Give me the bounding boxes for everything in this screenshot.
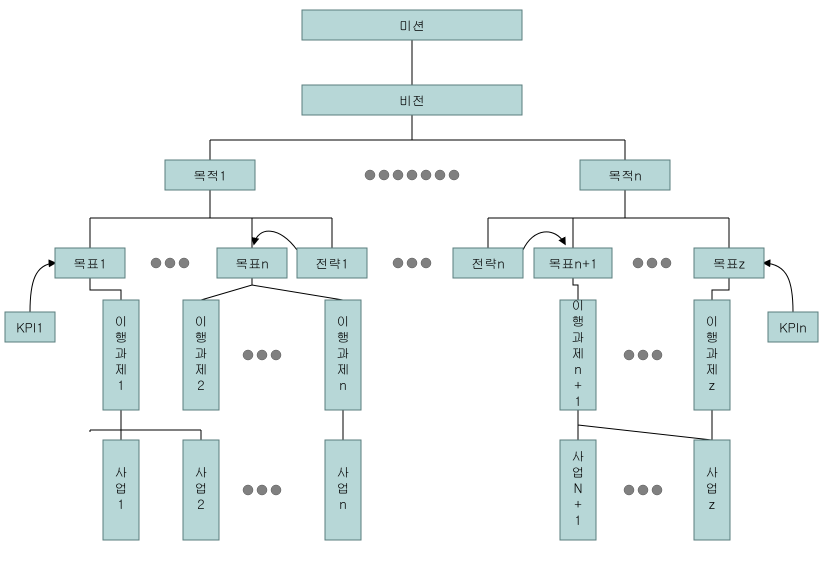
- node-label: KPI1: [16, 318, 44, 337]
- ellipsis-dots-goals: [365, 170, 459, 180]
- connector: [488, 190, 729, 248]
- node-mission: 미션: [302, 10, 522, 40]
- node-label: 1: [574, 510, 581, 529]
- connector: [90, 410, 201, 440]
- node-bizz: 사업z: [694, 440, 730, 540]
- node-taskz: 이행과제z: [694, 300, 730, 410]
- node-label: 1: [117, 494, 124, 513]
- ellipsis-dots-biz-l: [243, 485, 281, 495]
- node-strat1: 전략1: [297, 248, 367, 278]
- node-label: n: [339, 494, 347, 513]
- curved-arrow: [30, 263, 55, 312]
- node-label: 목표n: [235, 254, 269, 273]
- node-label: 목표n+1: [548, 254, 597, 273]
- ellipsis-dots-task-l: [243, 350, 281, 360]
- node-taskn: 이행과제n: [325, 300, 361, 410]
- curved-arrow: [254, 231, 297, 250]
- node-stratn: 전략n: [453, 248, 523, 278]
- ellipsis-dots-strat: [393, 258, 431, 268]
- node-vision: 비전: [302, 85, 522, 115]
- connector: [578, 410, 712, 440]
- curved-arrow: [523, 232, 565, 250]
- node-label: KPIn: [779, 318, 807, 337]
- node-label: 목적1: [193, 166, 226, 185]
- node-bizn: 사업n: [325, 440, 361, 540]
- node-kpi1: KPI1: [5, 312, 55, 342]
- node-label: 목표z: [713, 254, 746, 273]
- node-objn: 목표n: [217, 248, 287, 278]
- node-label: 2: [197, 375, 204, 394]
- connector: [90, 278, 121, 300]
- diagram-canvas: 미션비전목적1 목적n 목표1 목표n 전략1 전략n 목표n+1 목표z KPI1 KPIn 이행…: [0, 0, 824, 561]
- ellipsis-dots-obj-r: [633, 258, 671, 268]
- node-bizn1: 사업N+1: [560, 440, 596, 540]
- ellipsis-dots-obj-l: [151, 258, 189, 268]
- curved-arrow: [764, 263, 793, 312]
- node-label: z: [709, 375, 716, 394]
- node-obj1: 목표1: [55, 248, 125, 278]
- node-label: 목표1: [73, 254, 106, 273]
- node-goaln: 목적n: [580, 160, 670, 190]
- ellipsis-dots-biz-r: [624, 485, 662, 495]
- node-objn1: 목표n+1: [534, 248, 612, 278]
- node-label: 전략n: [471, 254, 505, 273]
- connector: [712, 278, 729, 300]
- node-objz: 목표z: [694, 248, 764, 278]
- node-kpin: KPIn: [768, 312, 818, 342]
- connector: [90, 190, 332, 248]
- node-biz2: 사업2: [183, 440, 219, 540]
- node-task2: 이행과제2: [183, 300, 219, 410]
- node-label: 미션: [399, 16, 425, 35]
- node-label: 2: [197, 494, 204, 513]
- node-label: n: [339, 375, 347, 394]
- node-task1: 이행과제1: [103, 300, 139, 410]
- node-goal1: 목적1: [165, 160, 255, 190]
- node-label: 전략1: [315, 254, 348, 273]
- node-biz1: 사업1: [103, 440, 139, 540]
- node-label: 비전: [399, 91, 425, 110]
- connector: [201, 278, 343, 300]
- node-label: 1: [117, 375, 124, 394]
- node-label: z: [709, 494, 716, 513]
- node-label: 1: [574, 391, 581, 410]
- ellipsis-dots-task-r: [624, 350, 662, 360]
- connector: [210, 115, 625, 160]
- node-taskn1: 이행과제n+1: [560, 295, 596, 410]
- node-label: 목적n: [608, 166, 642, 185]
